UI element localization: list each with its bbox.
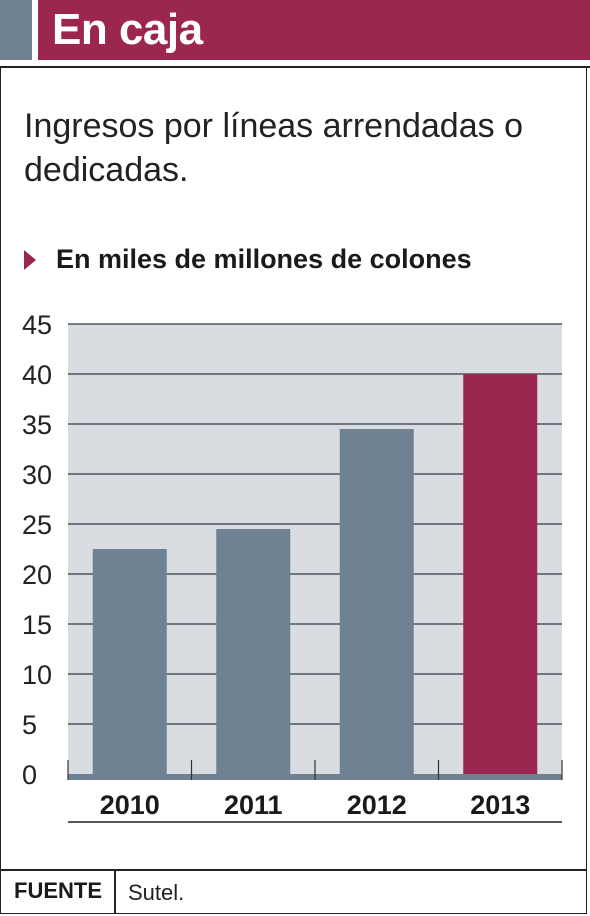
bar-2011: [216, 529, 291, 774]
bar-2013: [463, 374, 538, 774]
y-tick-label: 30: [22, 460, 52, 490]
x-tick-label: 2011: [224, 790, 283, 820]
chart-subtitle: Ingresos por líneas arrendadas o dedicad…: [24, 107, 523, 189]
bar-2010: [92, 549, 167, 774]
triangle-bullet-icon: [24, 249, 36, 270]
y-tick-label: 25: [22, 510, 52, 540]
source-label: FUENTE: [14, 878, 102, 903]
y-tick-label: 15: [22, 610, 52, 640]
footer-divider: [114, 870, 116, 914]
y-tick-label: 20: [22, 560, 52, 590]
bar-chart: 0 5 10 15 20 25 30 35 40 45 2010 2011 2012 2013: [22, 310, 563, 823]
y-tick-label: 10: [22, 660, 52, 690]
y-tick-label: 35: [22, 410, 52, 440]
header-accent-block: [0, 0, 32, 60]
y-tick-label: 40: [22, 360, 52, 390]
y-tick-label: 0: [22, 760, 37, 790]
x-tick-label: 2013: [470, 790, 530, 820]
header-title: En caja: [52, 5, 203, 54]
header-bar: En caja: [38, 0, 590, 60]
frame-top-rule: [0, 66, 590, 68]
unit-label: En miles de millones de colones: [56, 244, 472, 274]
x-tick-label: 2012: [347, 790, 407, 820]
footer-rule: [0, 869, 587, 871]
chart-frame: [0, 68, 587, 914]
y-tick-label: 45: [22, 310, 52, 340]
source-value: Sutel.: [128, 880, 185, 905]
x-tick-label: 2010: [100, 790, 160, 820]
unit-row: En miles de millones de colones: [24, 244, 472, 275]
bar-2012: [339, 429, 414, 774]
y-tick-label: 5: [22, 710, 37, 740]
